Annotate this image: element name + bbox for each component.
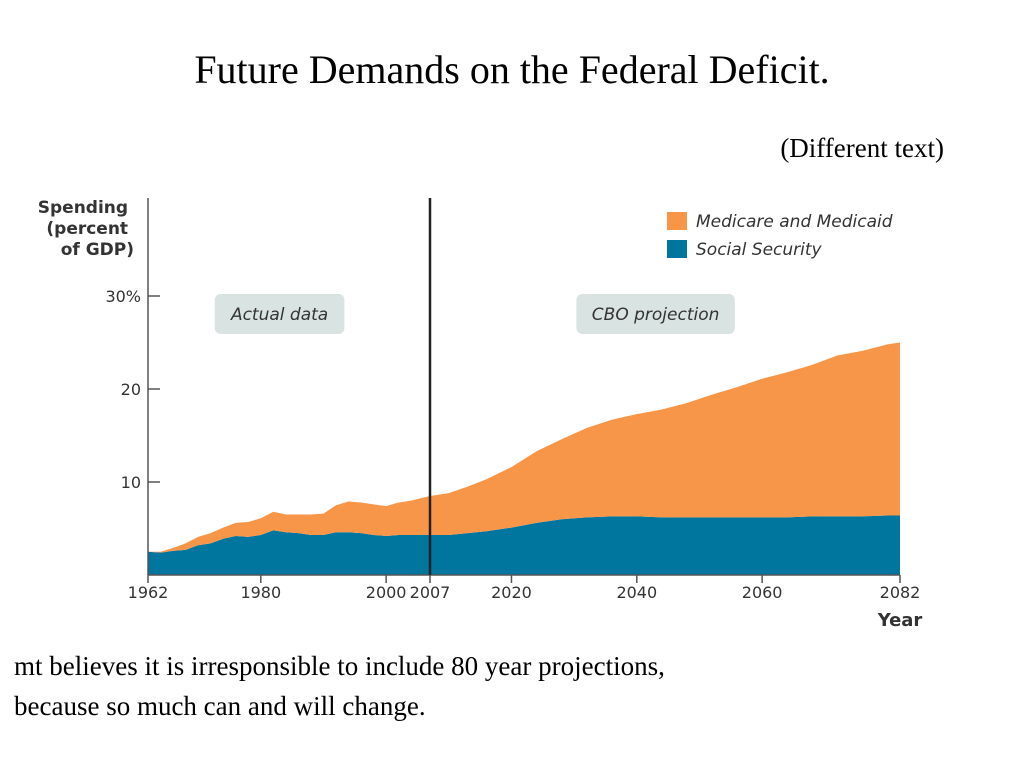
x-tick-label: 2082 xyxy=(880,583,921,602)
legend-label: Medicare and Medicaid xyxy=(696,212,893,232)
legend-swatch xyxy=(667,240,687,258)
y-tick-label: 30% xyxy=(105,287,141,306)
x-tick-label: 2040 xyxy=(616,583,657,602)
medicare-and-medicaidarea xyxy=(148,342,900,553)
x-tick-label: 1980 xyxy=(240,583,281,602)
y-axis-title: Spending (percent of GDP) xyxy=(38,198,134,260)
slide-caption: mt believes it is irresponsible to inclu… xyxy=(14,646,994,726)
legend-item: Medicare and Medicaid xyxy=(667,212,893,232)
x-tick-label: 1962 xyxy=(128,583,169,602)
x-axis: 1962 1980 2000 2007 2020 2040 2060 2082 xyxy=(128,574,921,602)
slide-title: Future Demands on the Federal Deficit. xyxy=(194,47,830,92)
legend-label: Social Security xyxy=(696,240,823,260)
y-axis: 10 20 30% xyxy=(105,198,160,575)
caption-line: because so much can and will change. xyxy=(14,691,426,721)
annotation-background xyxy=(214,294,345,334)
legend-swatch xyxy=(667,212,687,230)
chart-legend: Medicare and Medicaid Social Security xyxy=(667,212,893,260)
y-axis-title-line: of GDP) xyxy=(61,240,134,260)
x-tick-label: 2020 xyxy=(491,583,532,602)
legend-item: Social Security xyxy=(667,240,823,260)
social-securityarea xyxy=(148,515,900,575)
y-tick-label: 20 xyxy=(121,380,141,399)
x-axis-title: Year xyxy=(877,610,923,631)
x-tick-label: 2000 xyxy=(366,583,407,602)
annotation-box: CBO projection xyxy=(576,294,735,334)
y-axis-title-line: Spending xyxy=(38,198,128,218)
plot-areas xyxy=(148,342,900,575)
annotations: Actual data CBO projection xyxy=(214,294,735,334)
x-tick-label: 2060 xyxy=(742,583,783,602)
caption-line: mt believes it is irresponsible to inclu… xyxy=(14,651,665,681)
y-axis-title-line: (percent xyxy=(46,219,128,239)
slide-subtitle: (Different text) xyxy=(780,133,944,163)
annotation-background xyxy=(576,294,735,334)
x-tick-label: 2007 xyxy=(410,583,451,602)
annotation-box: Actual data xyxy=(214,294,345,334)
annotation-label: Actual data xyxy=(230,305,328,325)
annotation-label: CBO projection xyxy=(592,305,720,325)
y-tick-label: 10 xyxy=(121,473,141,492)
